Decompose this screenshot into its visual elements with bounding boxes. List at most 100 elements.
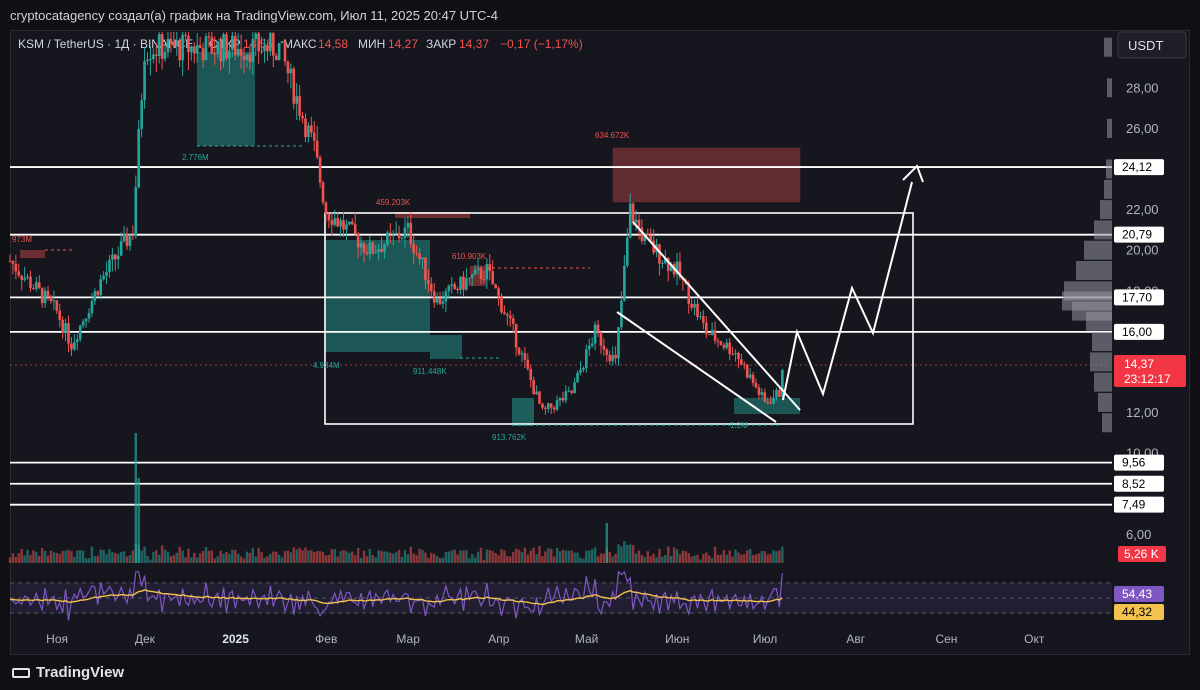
candle-body [289,68,293,74]
candle-body [397,232,401,239]
demand-zone-current [734,398,800,414]
candle-body [494,284,497,289]
candle-body [70,343,73,350]
candle-body [386,232,389,245]
volume-bar [99,549,102,563]
candle-body [608,354,612,362]
candle-body [646,233,650,236]
candle-body [178,40,181,61]
candle-body [743,364,746,366]
candle-body [184,34,187,36]
volume-bar [61,550,64,563]
candle-body [690,303,693,308]
volume-bar [225,551,228,563]
volume-bar [705,552,708,563]
candle-body [406,222,410,228]
candle-body [763,392,767,402]
candle-body [295,96,299,104]
candle-body [90,300,94,314]
volume-bar [307,550,310,563]
candle-body [356,233,360,248]
volume-bar [629,544,632,563]
candle-body [415,252,418,254]
volume-bar [58,554,61,563]
volume-bar [184,557,187,563]
candle-body [678,261,682,278]
demand-zone-small [430,335,462,359]
candle-body [719,341,723,346]
tradingview-brand: TradingView [36,664,125,681]
volume-bar [509,556,512,563]
volume-bar [131,550,135,563]
annotation-973m: 973M [12,235,32,244]
volume-bar [377,550,380,563]
candle-body [549,403,553,408]
candle-body [649,235,652,241]
volume-bar [488,550,491,563]
candle-body [664,257,667,263]
candle-body [748,374,752,378]
price-chart[interactable]: KSM / TetherUS · 1Д · BINANCE ОТКР 14,55… [0,0,1200,656]
demand-zone-mid [325,240,430,352]
volume-bar [561,549,565,563]
volume-bar [125,556,129,563]
volume-bar [661,556,664,563]
candle-body [37,282,41,288]
annotation-2776m: 2.776M [182,153,209,162]
candle-body [219,41,222,62]
candle-body [731,354,734,356]
candle-body [418,253,421,260]
candle-body [740,359,743,365]
symbol-pair: KSM / TetherUS · 1Д · BINANCE [18,37,193,51]
candle-body [482,279,486,281]
rsi-band [10,583,1112,613]
volume-bar [734,549,737,563]
volume-bar [573,552,576,563]
horizontal-levels [10,166,1112,506]
volume-bar [462,550,465,563]
candle-body [108,259,111,272]
volume-bar [374,557,377,563]
volume-bar [146,555,149,563]
volume-bar [421,549,424,563]
candle-body [154,54,158,56]
candle-body [421,257,424,260]
demand-zone-low [512,398,534,426]
candle-body [114,254,117,260]
volume-bar [456,554,459,563]
volume-bar [216,556,219,563]
currency-button[interactable] [1117,31,1187,59]
candle-body [254,33,258,39]
volume-bar [383,551,386,563]
volume-bar [687,553,690,563]
volume-bar [29,554,32,563]
candle-body [81,321,85,326]
time-axis-label: Июл [753,632,777,646]
volume-bar [40,548,44,563]
candle-body [207,36,211,38]
volume-bar [552,556,556,563]
volume-bar [757,553,761,563]
volume-bar [239,556,243,563]
volume-bar [652,553,655,563]
candle-body [596,324,600,333]
time-axis-label: Мар [396,632,420,646]
candle-body [175,40,179,46]
candle-body [450,284,454,286]
candle-body [236,48,240,56]
candle-body [102,276,105,280]
time-axis-label: Апр [488,632,510,646]
volume-bar [441,557,445,563]
tradingview-logo[interactable]: TradingView [12,664,124,681]
candle-body [8,260,12,262]
volume-bar [263,557,266,563]
candle-body [43,290,47,304]
level-marker [1114,475,1164,492]
volume-bar [351,551,354,563]
rsi-badge [1114,586,1164,602]
volume-bar [623,541,626,563]
candle-body [468,277,471,279]
volume-bar [301,550,304,563]
volume-bar [585,550,588,563]
volume-bar [394,552,398,563]
